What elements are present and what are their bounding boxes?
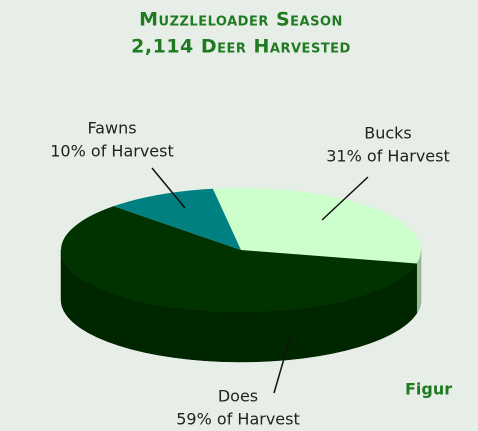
chart-subtitle: 2,114 Deer Harvested: [131, 36, 351, 58]
slice-label: Bucks: [364, 124, 412, 143]
value-label: 31% of Harvest: [326, 147, 450, 166]
leader-line: [273, 337, 291, 394]
slice: [113, 188, 241, 250]
slice-label: Fawns: [87, 119, 136, 138]
slice-side: [60, 249, 417, 363]
leader-line: [321, 176, 369, 221]
leader-line: [151, 167, 186, 209]
annotation: Figur: [405, 380, 452, 399]
value-label: 10% of Harvest: [50, 142, 174, 161]
slice-label: Does: [218, 387, 258, 406]
chart-title: Muzzleloader Season: [139, 9, 343, 31]
slice: [61, 206, 417, 312]
slice: [212, 188, 421, 264]
value-label: 59% of Harvest: [176, 410, 300, 429]
